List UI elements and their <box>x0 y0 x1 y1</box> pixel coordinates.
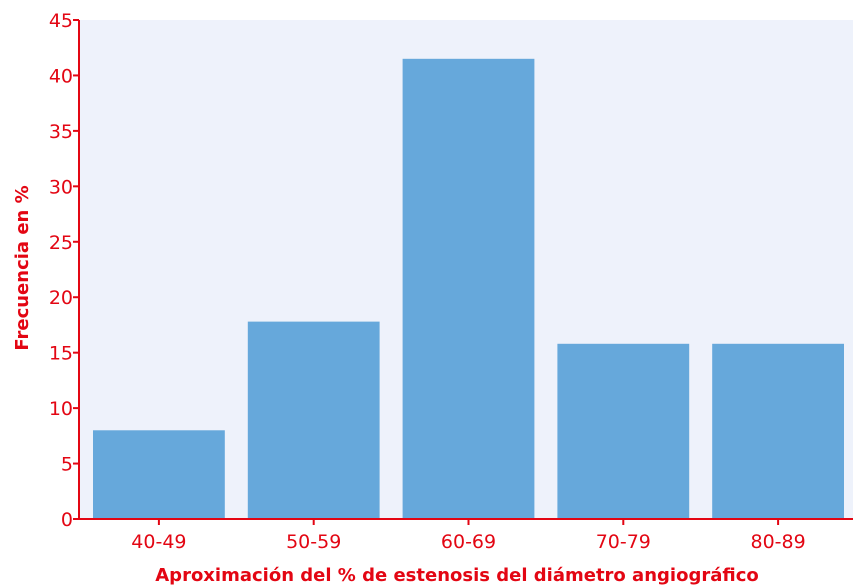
bars-group <box>93 58 844 520</box>
y-tick-label: 15 <box>49 343 73 365</box>
bar-80-89 <box>712 343 844 519</box>
y-tick-label: 45 <box>49 10 73 32</box>
x-axis-title: Aproximación del % de estenosis del diám… <box>155 565 758 586</box>
y-tick-label: 10 <box>49 398 73 420</box>
x-tick-label: 70-79 <box>596 531 651 553</box>
x-tick-label: 50-59 <box>286 531 341 553</box>
bar-40-49 <box>93 430 225 519</box>
y-tick-label: 20 <box>49 287 73 309</box>
y-tick-label: 30 <box>49 176 73 198</box>
y-tick-label: 0 <box>61 509 73 531</box>
y-axis-title: Frecuencia en % <box>12 185 33 350</box>
y-tick-label: 40 <box>49 65 73 87</box>
y-tick-label: 5 <box>61 454 73 476</box>
x-tick-label: 80-89 <box>750 531 805 553</box>
y-tick-label: 35 <box>49 121 73 143</box>
bar-70-79 <box>557 343 690 519</box>
x-ticks-group: 40-49 50-59 60-69 70-79 80-89 <box>131 519 806 553</box>
x-tick-label: 40-49 <box>131 531 186 553</box>
bar-50-59 <box>247 321 380 519</box>
y-ticks-group: 0 5 10 15 20 25 30 35 40 45 <box>49 10 79 531</box>
bar-60-69 <box>402 58 535 520</box>
y-tick-label: 25 <box>49 232 73 254</box>
x-tick-label: 60-69 <box>441 531 496 553</box>
